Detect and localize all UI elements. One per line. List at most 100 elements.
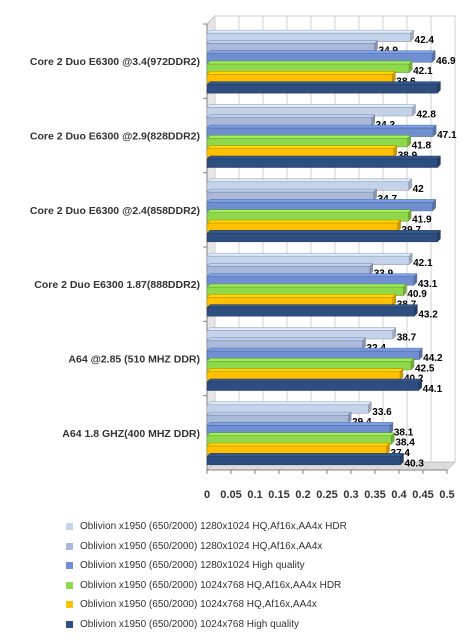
bar-top bbox=[206, 337, 367, 342]
data-label: 42 bbox=[413, 184, 425, 195]
bar bbox=[206, 158, 438, 168]
data-label: 42.8 bbox=[416, 110, 436, 121]
bar-top bbox=[206, 145, 398, 149]
legend-item: Oblivion x1950 (650/2000) 1280x1024 High… bbox=[66, 556, 466, 576]
category-label: A64 1.8 GHZ(400 MHZ DDR) bbox=[62, 428, 200, 440]
bar-top bbox=[206, 283, 407, 288]
legend-item: Oblivion x1950 (650/2000) 1024x768 HQ,Af… bbox=[66, 595, 466, 615]
bar-top bbox=[206, 422, 394, 426]
bar-top bbox=[206, 29, 415, 34]
bar-top bbox=[206, 273, 418, 278]
data-label: 42.1 bbox=[413, 258, 433, 269]
bar-top bbox=[206, 124, 437, 129]
bar-top bbox=[206, 71, 396, 75]
bar bbox=[206, 456, 401, 466]
bar-top bbox=[206, 135, 412, 139]
data-label: 44.2 bbox=[423, 353, 443, 364]
data-label: 40.9 bbox=[407, 289, 427, 300]
bar-top bbox=[206, 60, 413, 65]
x-tick-label: 0.35 bbox=[364, 489, 385, 501]
legend-item: Oblivion x1950 (650/2000) 1024x768 High … bbox=[66, 615, 466, 635]
bar-top bbox=[206, 230, 442, 234]
x-tick-label: 0.3 bbox=[343, 489, 358, 501]
data-label: 38.7 bbox=[397, 333, 417, 344]
data-label: 43.1 bbox=[418, 279, 438, 290]
bar-top bbox=[206, 453, 405, 457]
gridline-floor bbox=[398, 461, 408, 471]
legend-label: Oblivion x1950 (650/2000) 1280x1024 High… bbox=[80, 560, 305, 572]
bar-top bbox=[206, 252, 413, 257]
bar-top bbox=[206, 411, 352, 416]
legend-item: Oblivion x1950 (650/2000) 1280x1024 HQ,A… bbox=[66, 537, 466, 557]
legend-swatch bbox=[66, 562, 73, 570]
legend-swatch bbox=[66, 601, 73, 609]
x-tick-label: 0.1 bbox=[247, 489, 262, 501]
gridline-floor bbox=[422, 461, 432, 471]
bar-top bbox=[206, 155, 442, 160]
bar bbox=[206, 84, 438, 94]
legend-swatch bbox=[66, 523, 73, 531]
data-label: 38.4 bbox=[395, 438, 415, 449]
legend-swatch bbox=[66, 581, 73, 589]
bar-top bbox=[206, 327, 397, 331]
bar-top bbox=[206, 178, 413, 183]
legend: Oblivion x1950 (650/2000) 1280x1024 HQ,A… bbox=[66, 517, 466, 634]
bar bbox=[206, 381, 419, 391]
bar bbox=[206, 233, 438, 243]
bar-top bbox=[206, 368, 404, 372]
bar-top bbox=[206, 358, 415, 362]
data-label: 41.8 bbox=[412, 140, 432, 151]
bar-top bbox=[206, 304, 418, 308]
bar-top bbox=[206, 219, 402, 224]
data-label: 42.4 bbox=[415, 35, 435, 46]
data-label: 42.5 bbox=[415, 363, 435, 374]
x-tick-label: 0.2 bbox=[295, 489, 310, 501]
bar-top bbox=[206, 199, 437, 203]
category-label: Core 2 Duo E6300 @2.9(828DDR2) bbox=[30, 131, 200, 143]
x-tick-label: 0.45 bbox=[412, 489, 433, 501]
data-label: 38.1 bbox=[394, 427, 414, 438]
data-label: 44.1 bbox=[423, 384, 443, 395]
legend-item: Oblivion x1950 (650/2000) 1280x1024 HQ,A… bbox=[66, 517, 466, 537]
bar-top bbox=[206, 40, 379, 44]
bar-top bbox=[206, 378, 423, 383]
bar-top bbox=[206, 188, 378, 193]
legend-swatch bbox=[66, 542, 73, 550]
legend-swatch bbox=[66, 620, 73, 628]
data-label: 43.2 bbox=[418, 310, 438, 321]
x-tick-label: 0.4 bbox=[391, 489, 407, 501]
bar-top bbox=[206, 442, 391, 447]
x-tick-label: 0.15 bbox=[268, 489, 289, 501]
data-label: 47.1 bbox=[437, 130, 457, 141]
x-tick-label: 0.25 bbox=[316, 489, 337, 501]
category-label: Core 2 Duo E6300 @2.4(858DDR2) bbox=[30, 205, 200, 217]
bar-top bbox=[206, 50, 436, 55]
legend-label: Oblivion x1950 (650/2000) 1024x768 HQ,Af… bbox=[80, 579, 342, 591]
legend-label: Oblivion x1950 (650/2000) 1280x1024 HQ,A… bbox=[80, 540, 323, 552]
bar-top bbox=[206, 81, 442, 85]
legend-item: Oblivion x1950 (650/2000) 1024x768 HQ,Af… bbox=[66, 576, 466, 596]
legend-label: Oblivion x1950 (650/2000) 1024x768 High … bbox=[80, 618, 300, 630]
x-tick-label: 0.05 bbox=[220, 489, 241, 501]
bar-top bbox=[206, 114, 376, 119]
category-label: Core 2 Duo E6300 1.87(888DDR2) bbox=[34, 279, 200, 291]
category-label: A64 @2.85 (510 MHZ DDR) bbox=[68, 354, 200, 366]
legend-label: Oblivion x1950 (650/2000) 1280x1024 HQ,A… bbox=[80, 521, 347, 533]
x-tick-label: 0.5 bbox=[439, 489, 454, 501]
bar-top bbox=[206, 432, 395, 436]
category-label: Core 2 Duo E6300 @3.4(972DDR2) bbox=[30, 56, 200, 68]
data-label: 40.3 bbox=[404, 458, 424, 469]
bar-top bbox=[206, 401, 372, 406]
gridline-floor bbox=[446, 461, 456, 471]
data-label: 33.6 bbox=[372, 407, 392, 418]
data-label: 42.1 bbox=[413, 66, 433, 77]
bar-top bbox=[206, 294, 397, 298]
bar-top bbox=[206, 209, 412, 213]
bar-top bbox=[206, 104, 417, 108]
bar-top bbox=[206, 263, 374, 267]
bar bbox=[206, 307, 415, 317]
x-tick-label: 0 bbox=[204, 489, 210, 501]
legend-label: Oblivion x1950 (650/2000) 1024x768 HQ,Af… bbox=[80, 599, 317, 611]
